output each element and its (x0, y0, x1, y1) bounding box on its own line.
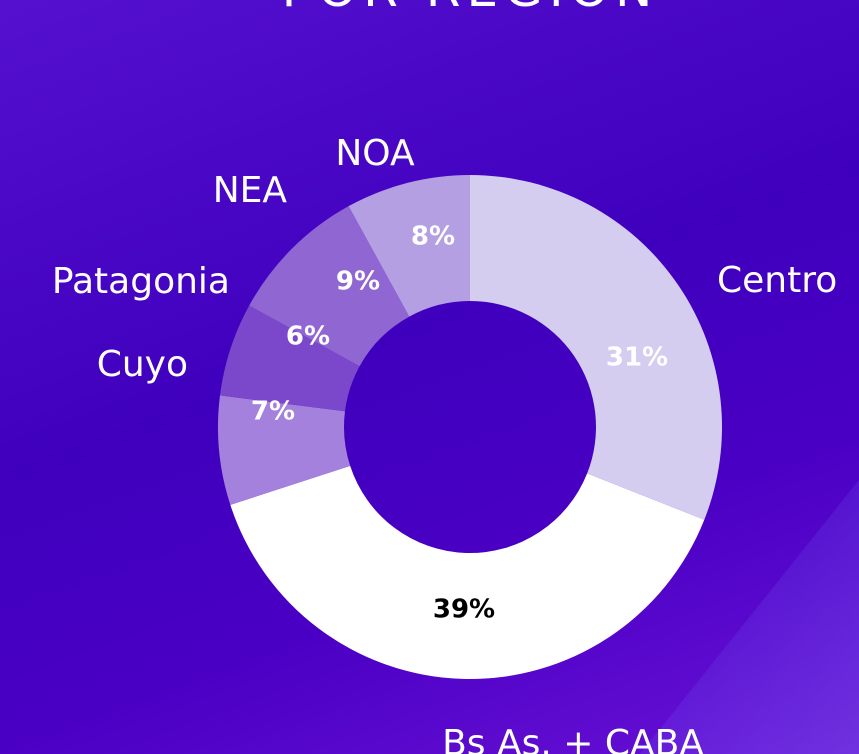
donut-slice (219, 305, 360, 412)
value-label: 6% (286, 322, 330, 352)
category-label: Patagonia (52, 261, 230, 302)
donut-slice (470, 175, 722, 520)
category-label: Cuyo (97, 344, 188, 385)
value-label: 8% (411, 222, 455, 252)
value-label: 39% (433, 595, 495, 625)
value-label: 7% (251, 397, 295, 427)
donut (218, 175, 722, 679)
donut-slice (230, 465, 705, 679)
chart-title: POR REGIÓN (282, 0, 659, 18)
category-label: Bs As. + CABA (442, 723, 704, 754)
donut-slice (249, 206, 410, 367)
donut-slice (218, 395, 351, 505)
category-label: Centro (717, 260, 837, 301)
value-label: 9% (336, 267, 380, 297)
category-label: NEA (213, 170, 288, 211)
background-glow (640, 480, 859, 754)
value-label: 31% (606, 343, 668, 373)
donut-slice (348, 175, 470, 317)
category-label: NOA (335, 133, 415, 174)
